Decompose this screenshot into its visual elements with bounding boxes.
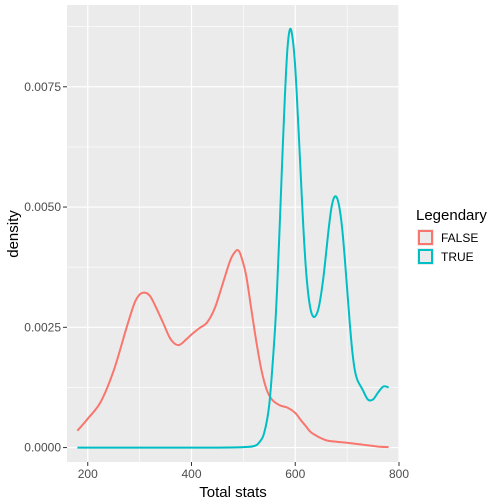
y-tick-label: 0.0075 [24,80,61,94]
y-axis-ticks: 0.0000 0.0025 0.0050 0.0075 [24,80,67,455]
legend: Legendary FALSE TRUE [416,207,487,265]
x-tick-label: 800 [389,467,409,481]
y-tick-label: 0.0000 [24,441,61,455]
panel-background [67,5,399,462]
y-tick-label: 0.0050 [24,200,61,214]
x-axis-title: Total stats [199,484,267,501]
legend-title: Legendary [416,207,487,224]
legend-label-true: TRUE [441,250,474,264]
x-tick-label: 400 [181,467,201,481]
x-tick-label: 600 [285,467,305,481]
legend-label-false: FALSE [441,231,478,245]
y-axis-title: density [5,210,22,258]
y-tick-label: 0.0025 [24,320,61,334]
legend-keys: FALSE TRUE [417,229,478,265]
x-axis-ticks: 200 400 600 800 [78,462,410,481]
x-tick-label: 200 [78,467,98,481]
